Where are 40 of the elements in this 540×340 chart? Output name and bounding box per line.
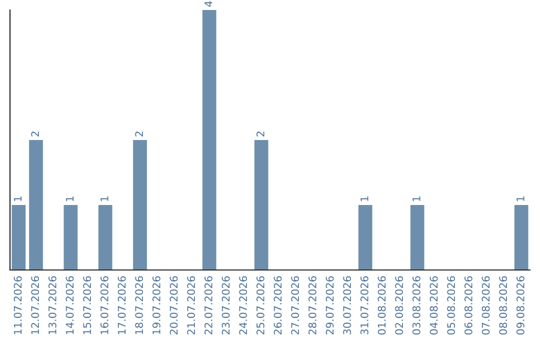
x-tick-label: 27.07.2026 [291,276,300,334]
data-label: 1 [516,196,524,202]
x-tick-label: 11.07.2026 [14,276,22,334]
x-tick-label: 13.07.2026 [48,276,56,334]
x-tick-label: 05.08.2026 [447,276,456,335]
x-tick-label: 17.07.2026 [118,276,126,334]
x-tick-label: 04.08.2026 [430,276,438,335]
data-label: 1 [14,196,22,202]
x-tick-label: 02.08.2026 [395,276,404,335]
data-label: 4 [204,1,212,7]
x-tick-label: 24.07.2026 [239,276,248,334]
x-tick-label: 06.08.2026 [464,276,472,335]
x-tick-label: 19.07.2026 [152,276,160,334]
x-tick-label: 21.07.2026 [187,276,196,334]
data-label: 1 [66,196,74,202]
x-tick-label: 16.07.2026 [100,276,108,334]
x-tick-label: 20.07.2026 [170,276,178,334]
x-tick-label: 28.07.2026 [308,276,316,334]
data-label: 1 [100,196,108,202]
x-tick-label: 23.07.2026 [222,276,230,334]
x-tick-label: 09.08.2026 [516,276,524,335]
data-label: 2 [31,132,39,136]
x-tick-label: 29.07.2026 [326,276,334,334]
data-label: 2 [135,132,143,136]
x-tick-label: 01.08.2026 [378,276,386,335]
x-tick-label: 30.07.2026 [343,276,352,334]
x-tick-label: 15.07.2026 [83,276,92,334]
x-tick-label: 08.08.2026 [499,276,508,335]
data-label: 1 [360,196,368,202]
x-tick-label: 07.08.2026 [482,276,490,335]
x-tick-label: 14.07.2026 [66,276,74,334]
x-tick-label: 12.07.2026 [31,276,40,334]
x-tick-label: 03.08.2026 [412,276,420,335]
x-tick-label: 31.07.2026 [360,276,368,334]
data-label: 1 [412,196,420,202]
x-tick-label: 26.07.2026 [274,276,282,334]
x-tick-label: 25.07.2026 [256,276,264,334]
data-label: 2 [256,132,264,136]
x-tick-label: 22.07.2026 [204,276,212,334]
x-tick-label: 18.07.2026 [135,276,144,334]
